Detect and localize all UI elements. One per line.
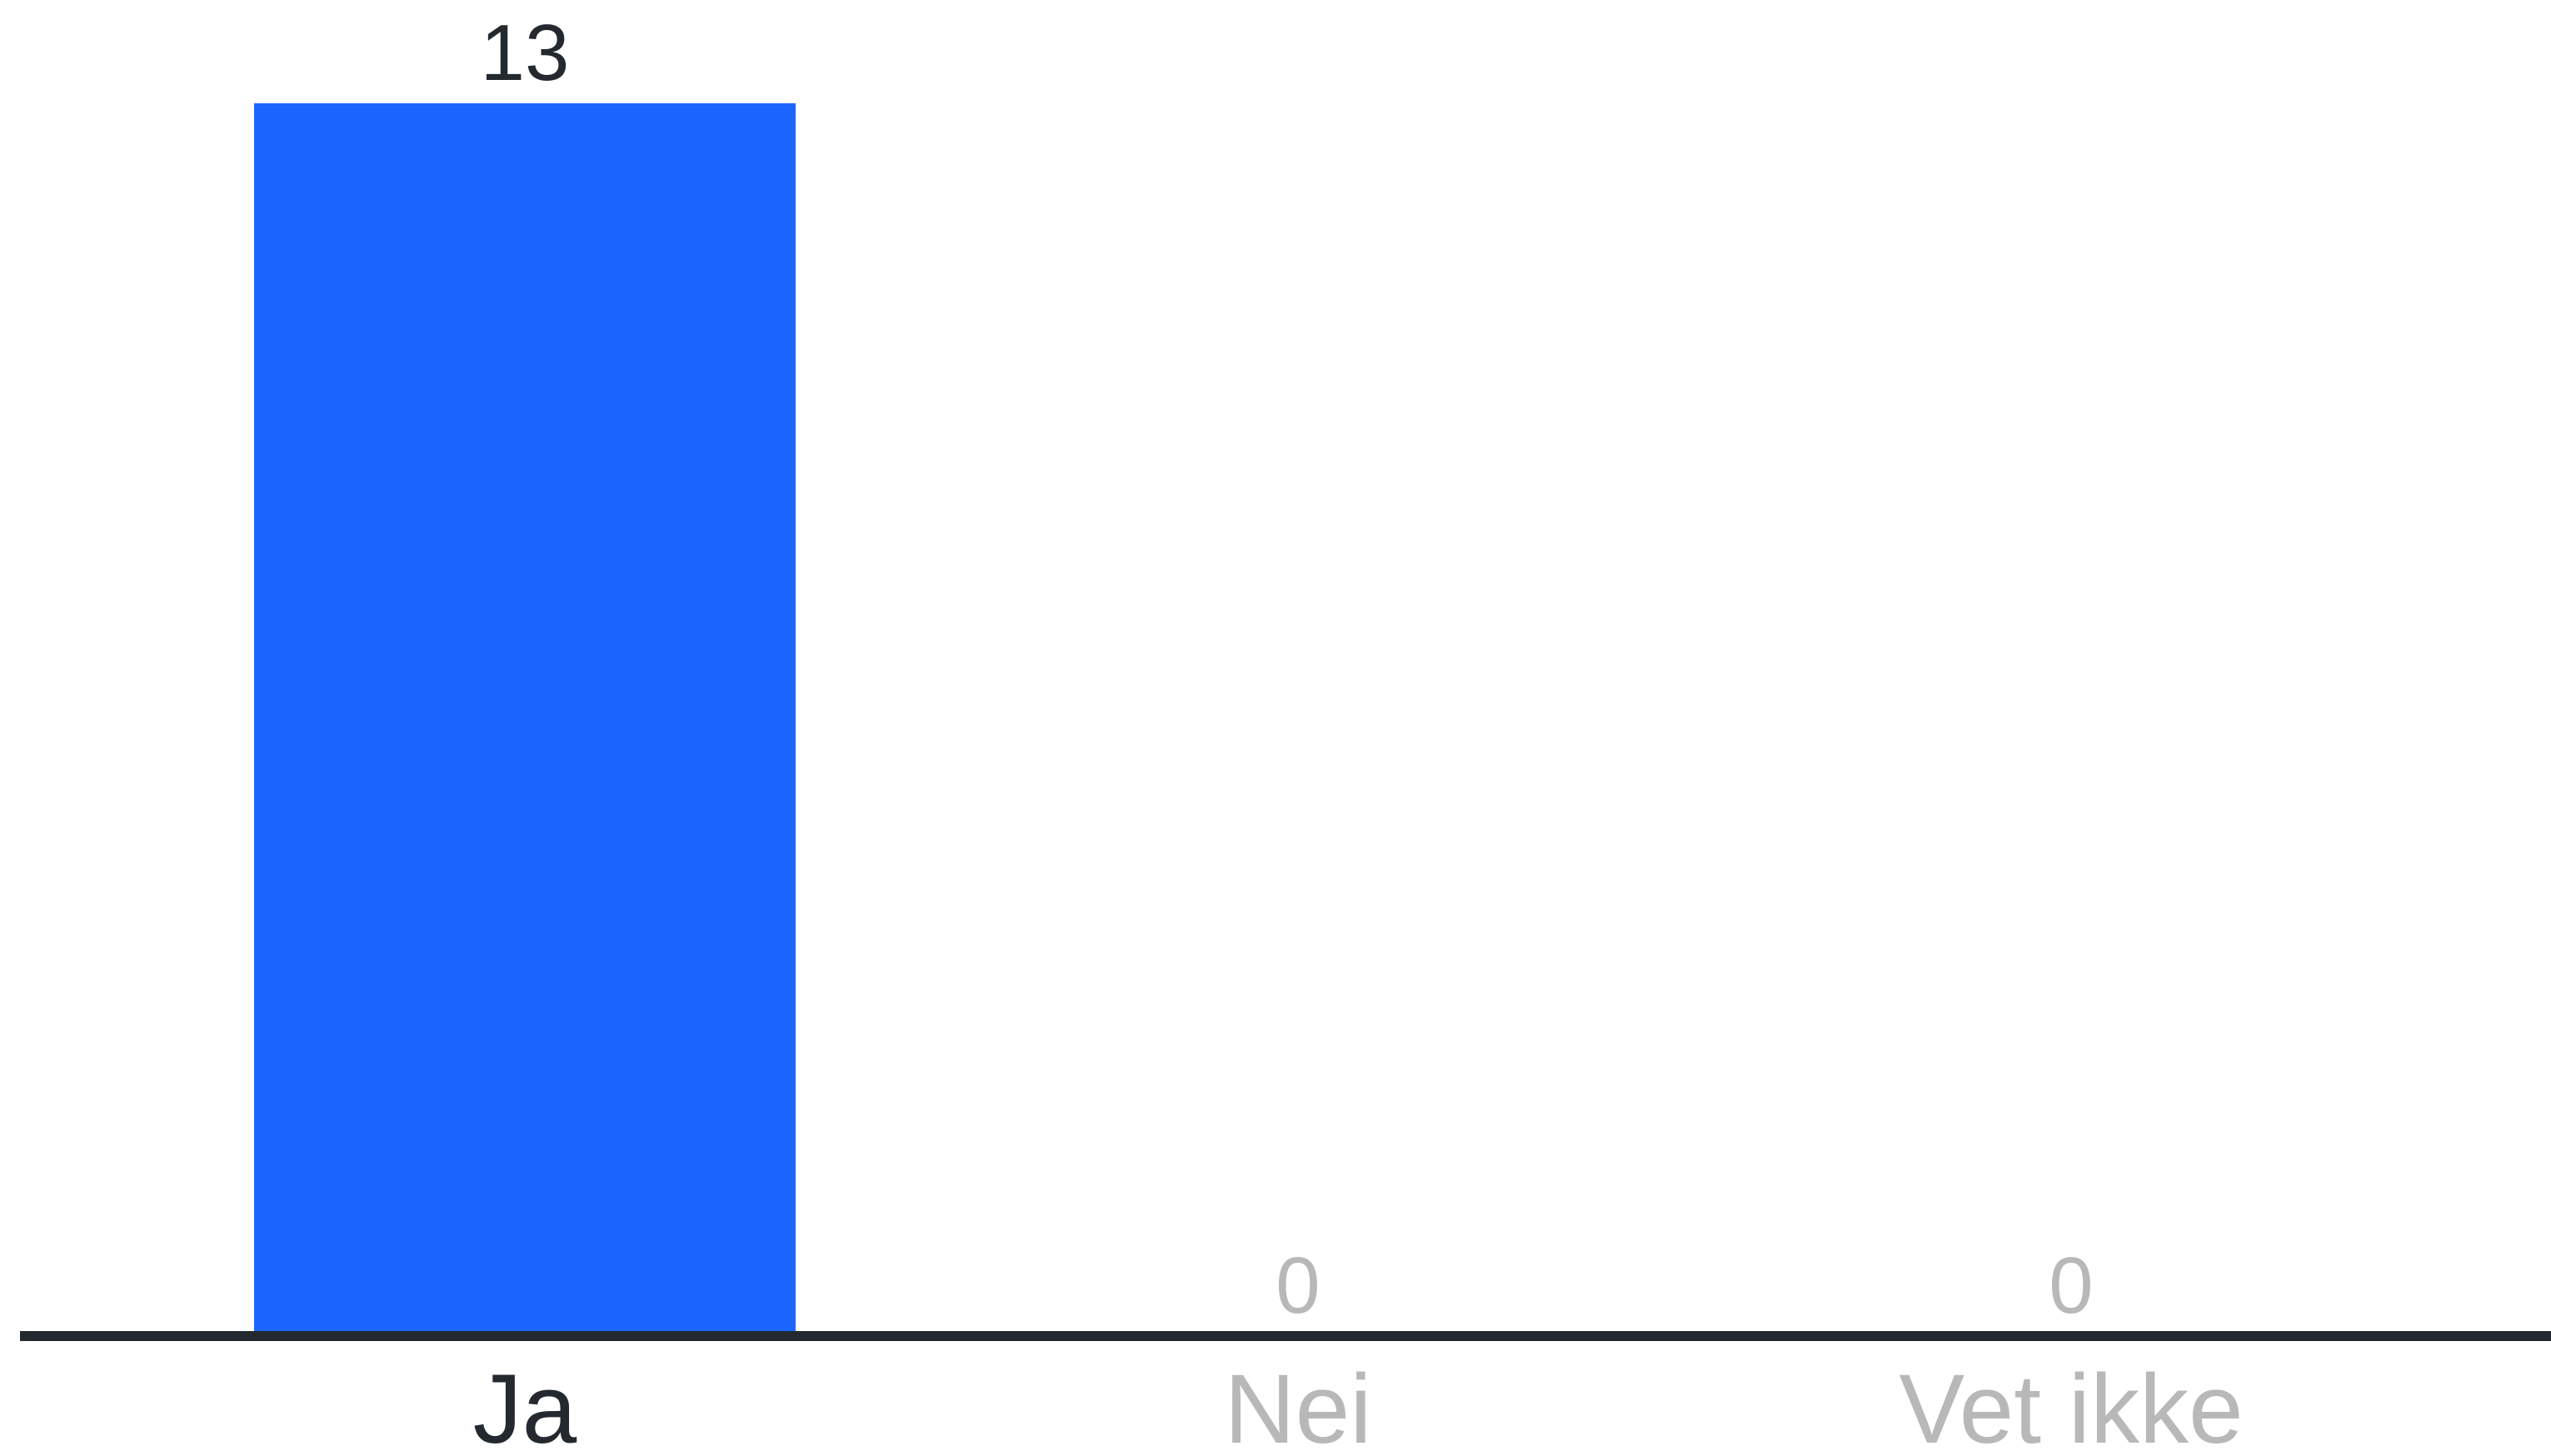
value-label-nei: 0 xyxy=(1276,1241,1320,1330)
value-label-vet-ikke: 0 xyxy=(2049,1241,2093,1330)
value-labels-group: 13 0 0 xyxy=(481,8,2094,1330)
category-label-ja: Ja xyxy=(473,1354,577,1456)
bar-ja xyxy=(254,103,796,1336)
bars-group xyxy=(254,103,796,1336)
category-label-nei: Nei xyxy=(1224,1354,1371,1456)
value-label-ja: 13 xyxy=(481,8,570,97)
category-labels-group: Ja Nei Vet ikke xyxy=(473,1354,2244,1456)
category-label-vet-ikke: Vet ikke xyxy=(1899,1354,2243,1456)
